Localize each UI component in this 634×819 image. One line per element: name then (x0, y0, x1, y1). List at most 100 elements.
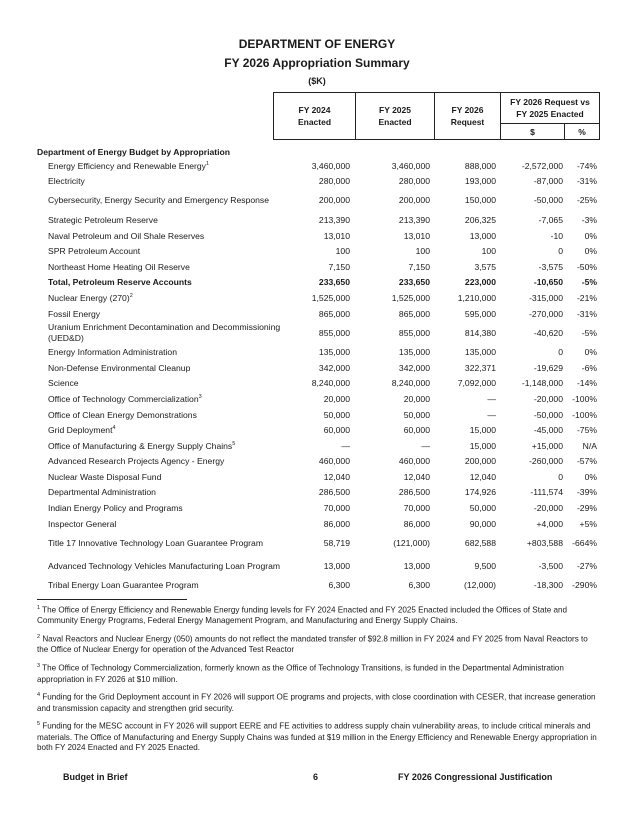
row-label: Total, Petroleum Reserve Accounts (48, 277, 192, 288)
footnote-divider (37, 599, 187, 600)
fy2026-value: — (487, 393, 496, 404)
fy2026-value: 50,000 (469, 503, 496, 514)
change-dollar: -19,629 (533, 362, 563, 373)
table-row: Advanced Research Projects Agency - Ener… (37, 454, 597, 470)
fy2024-value: 86,000 (323, 518, 350, 529)
table-row: Office of Technology Commercialization3 2… (37, 391, 597, 407)
fy2025-value: 213,390 (398, 214, 430, 225)
fy2026-value: 322,371 (464, 362, 496, 373)
change-dollar: -111,574 (530, 487, 563, 498)
row-label: Energy Efficiency and Renewable Energy1 (48, 160, 210, 171)
footer-right: FY 2026 Congressional Justification (398, 772, 553, 782)
fy2026-value: 174,926 (464, 487, 496, 498)
fy2024-value: 280,000 (318, 176, 350, 187)
change-percent: -21% (576, 292, 597, 303)
fy2025-value: 280,000 (398, 176, 430, 187)
row-label: Northeast Home Heating Oil Reserve (48, 261, 190, 272)
fy2025-value: 13,000 (403, 560, 430, 571)
table-row: Strategic Petroleum Reserve 213,390 213,39… (37, 212, 597, 228)
fy2024-value: 100 (335, 246, 350, 257)
change-dollar: 0 (558, 471, 563, 482)
fy2024-value: 60,000 (323, 425, 350, 436)
row-label: Science (48, 378, 79, 389)
row-label: Office of Technology Commercialization3 (48, 393, 202, 404)
fy2025-value: 12,040 (403, 471, 430, 482)
table-row: Energy Efficiency and Renewable Energy1 3… (37, 158, 597, 174)
table-row: Tribal Energy Loan Guarantee Program 6,30… (37, 577, 597, 593)
change-percent: 0% (584, 471, 597, 482)
fy2026-value: 814,380 (464, 327, 496, 338)
fy2024-value: 135,000 (318, 347, 350, 358)
change-dollar: -2,572,000 (521, 160, 563, 171)
row-label: Office of Clean Energy Demonstrations (48, 409, 197, 420)
change-percent: 0% (584, 246, 597, 257)
table-row: Office of Manufacturing & Energy Supply … (37, 438, 597, 454)
change-dollar: -260,000 (529, 456, 563, 467)
fy2025-value: 342,000 (398, 362, 430, 373)
change-dollar: -1,148,000 (521, 378, 563, 389)
footer-left: Budget in Brief (63, 772, 128, 782)
change-dollar: +4,000 (536, 518, 563, 529)
change-percent: 0% (584, 347, 597, 358)
fy2025-value: 1,525,000 (391, 292, 430, 303)
row-label: Indian Energy Policy and Programs (48, 503, 183, 514)
col-var-dollar: $ (501, 124, 565, 139)
change-dollar: -10 (550, 230, 563, 241)
table-row: Energy Information Administration 135,000… (37, 344, 597, 360)
change-percent: -57% (576, 456, 597, 467)
fy2025-value: 3,460,000 (391, 160, 430, 171)
row-label: Energy Information Administration (48, 347, 177, 358)
fy2024-value: 233,650 (318, 277, 350, 288)
table-row: Inspector General 86,000 86,000 90,000 +4,00… (37, 516, 597, 532)
footnote-ref: 3 (198, 394, 202, 401)
change-percent: -29% (576, 503, 597, 514)
change-dollar: -18,300 (533, 580, 563, 591)
fy2026-value: (12,000) (463, 580, 496, 591)
change-dollar: -87,000 (533, 176, 563, 187)
row-label: Cybersecurity, Energy Security and Emerg… (48, 195, 269, 206)
fy2024-value: 855,000 (318, 327, 350, 338)
fy2026-value: 888,000 (464, 160, 496, 171)
fy2024-value: 7,150 (328, 261, 350, 272)
fy2026-value: 13,000 (469, 230, 496, 241)
footnote: 3 The Office of Technology Commercializa… (37, 663, 564, 684)
fy2024-value: 8,240,000 (311, 378, 350, 389)
change-percent: -39% (576, 487, 597, 498)
col-fy2025: FY 2025 Enacted (356, 93, 435, 139)
col-fy2026: FY 2026 Request (435, 93, 501, 139)
change-dollar: -50,000 (533, 195, 563, 206)
fy2025-value: 20,000 (403, 393, 430, 404)
table-row: Departmental Administration 286,500 286,50… (37, 485, 597, 501)
fy2025-value: 100 (415, 246, 430, 257)
fy2026-value: 3,575 (474, 261, 496, 272)
fy2024-value: 20,000 (323, 393, 350, 404)
table-row: Indian Energy Policy and Programs 70,000 7… (37, 500, 597, 516)
change-percent: N/A (582, 440, 597, 451)
table-row: Nuclear Energy (270)2 1,525,000 1,525,000 1… (37, 290, 597, 306)
table-row: Title 17 Innovative Technology Loan Guar… (37, 531, 597, 554)
row-label: Grid Deployment4 (48, 425, 116, 436)
table-row: Naval Petroleum and Oil Shale Reserves 13… (37, 228, 597, 244)
change-dollar: 0 (558, 347, 563, 358)
change-percent: -31% (576, 308, 597, 319)
table-row: Advanced Technology Vehicles Manufacturi… (37, 554, 597, 577)
change-dollar: -315,000 (529, 292, 563, 303)
table-row: Northeast Home Heating Oil Reserve 7,150 7… (37, 259, 597, 275)
change-dollar: -40,620 (533, 327, 563, 338)
fy2024-value: 865,000 (318, 308, 350, 319)
fy2026-value: 7,092,000 (457, 378, 496, 389)
change-percent: -27% (576, 560, 597, 571)
fy2026-value: 15,000 (469, 425, 496, 436)
table-row: Office of Clean Energy Demonstrations 50,… (37, 407, 597, 423)
change-dollar: -3,575 (538, 261, 563, 272)
footnote-ref: 1 (205, 160, 210, 167)
fy2024-value: 50,000 (323, 409, 350, 420)
fy2026-value: 9,500 (474, 560, 496, 571)
fy2025-value: — (421, 440, 430, 451)
table-row: Nuclear Waste Disposal Fund 12,040 12,040 1… (37, 469, 597, 485)
change-percent: -14% (576, 378, 597, 389)
fy2026-value: 682,588 (464, 537, 496, 548)
table-row: Grid Deployment4 60,000 60,000 15,000 -45,00… (37, 422, 597, 438)
table-row: Uranium Enrichment Decontamination and D… (37, 321, 597, 344)
row-label: Nuclear Waste Disposal Fund (48, 471, 162, 482)
